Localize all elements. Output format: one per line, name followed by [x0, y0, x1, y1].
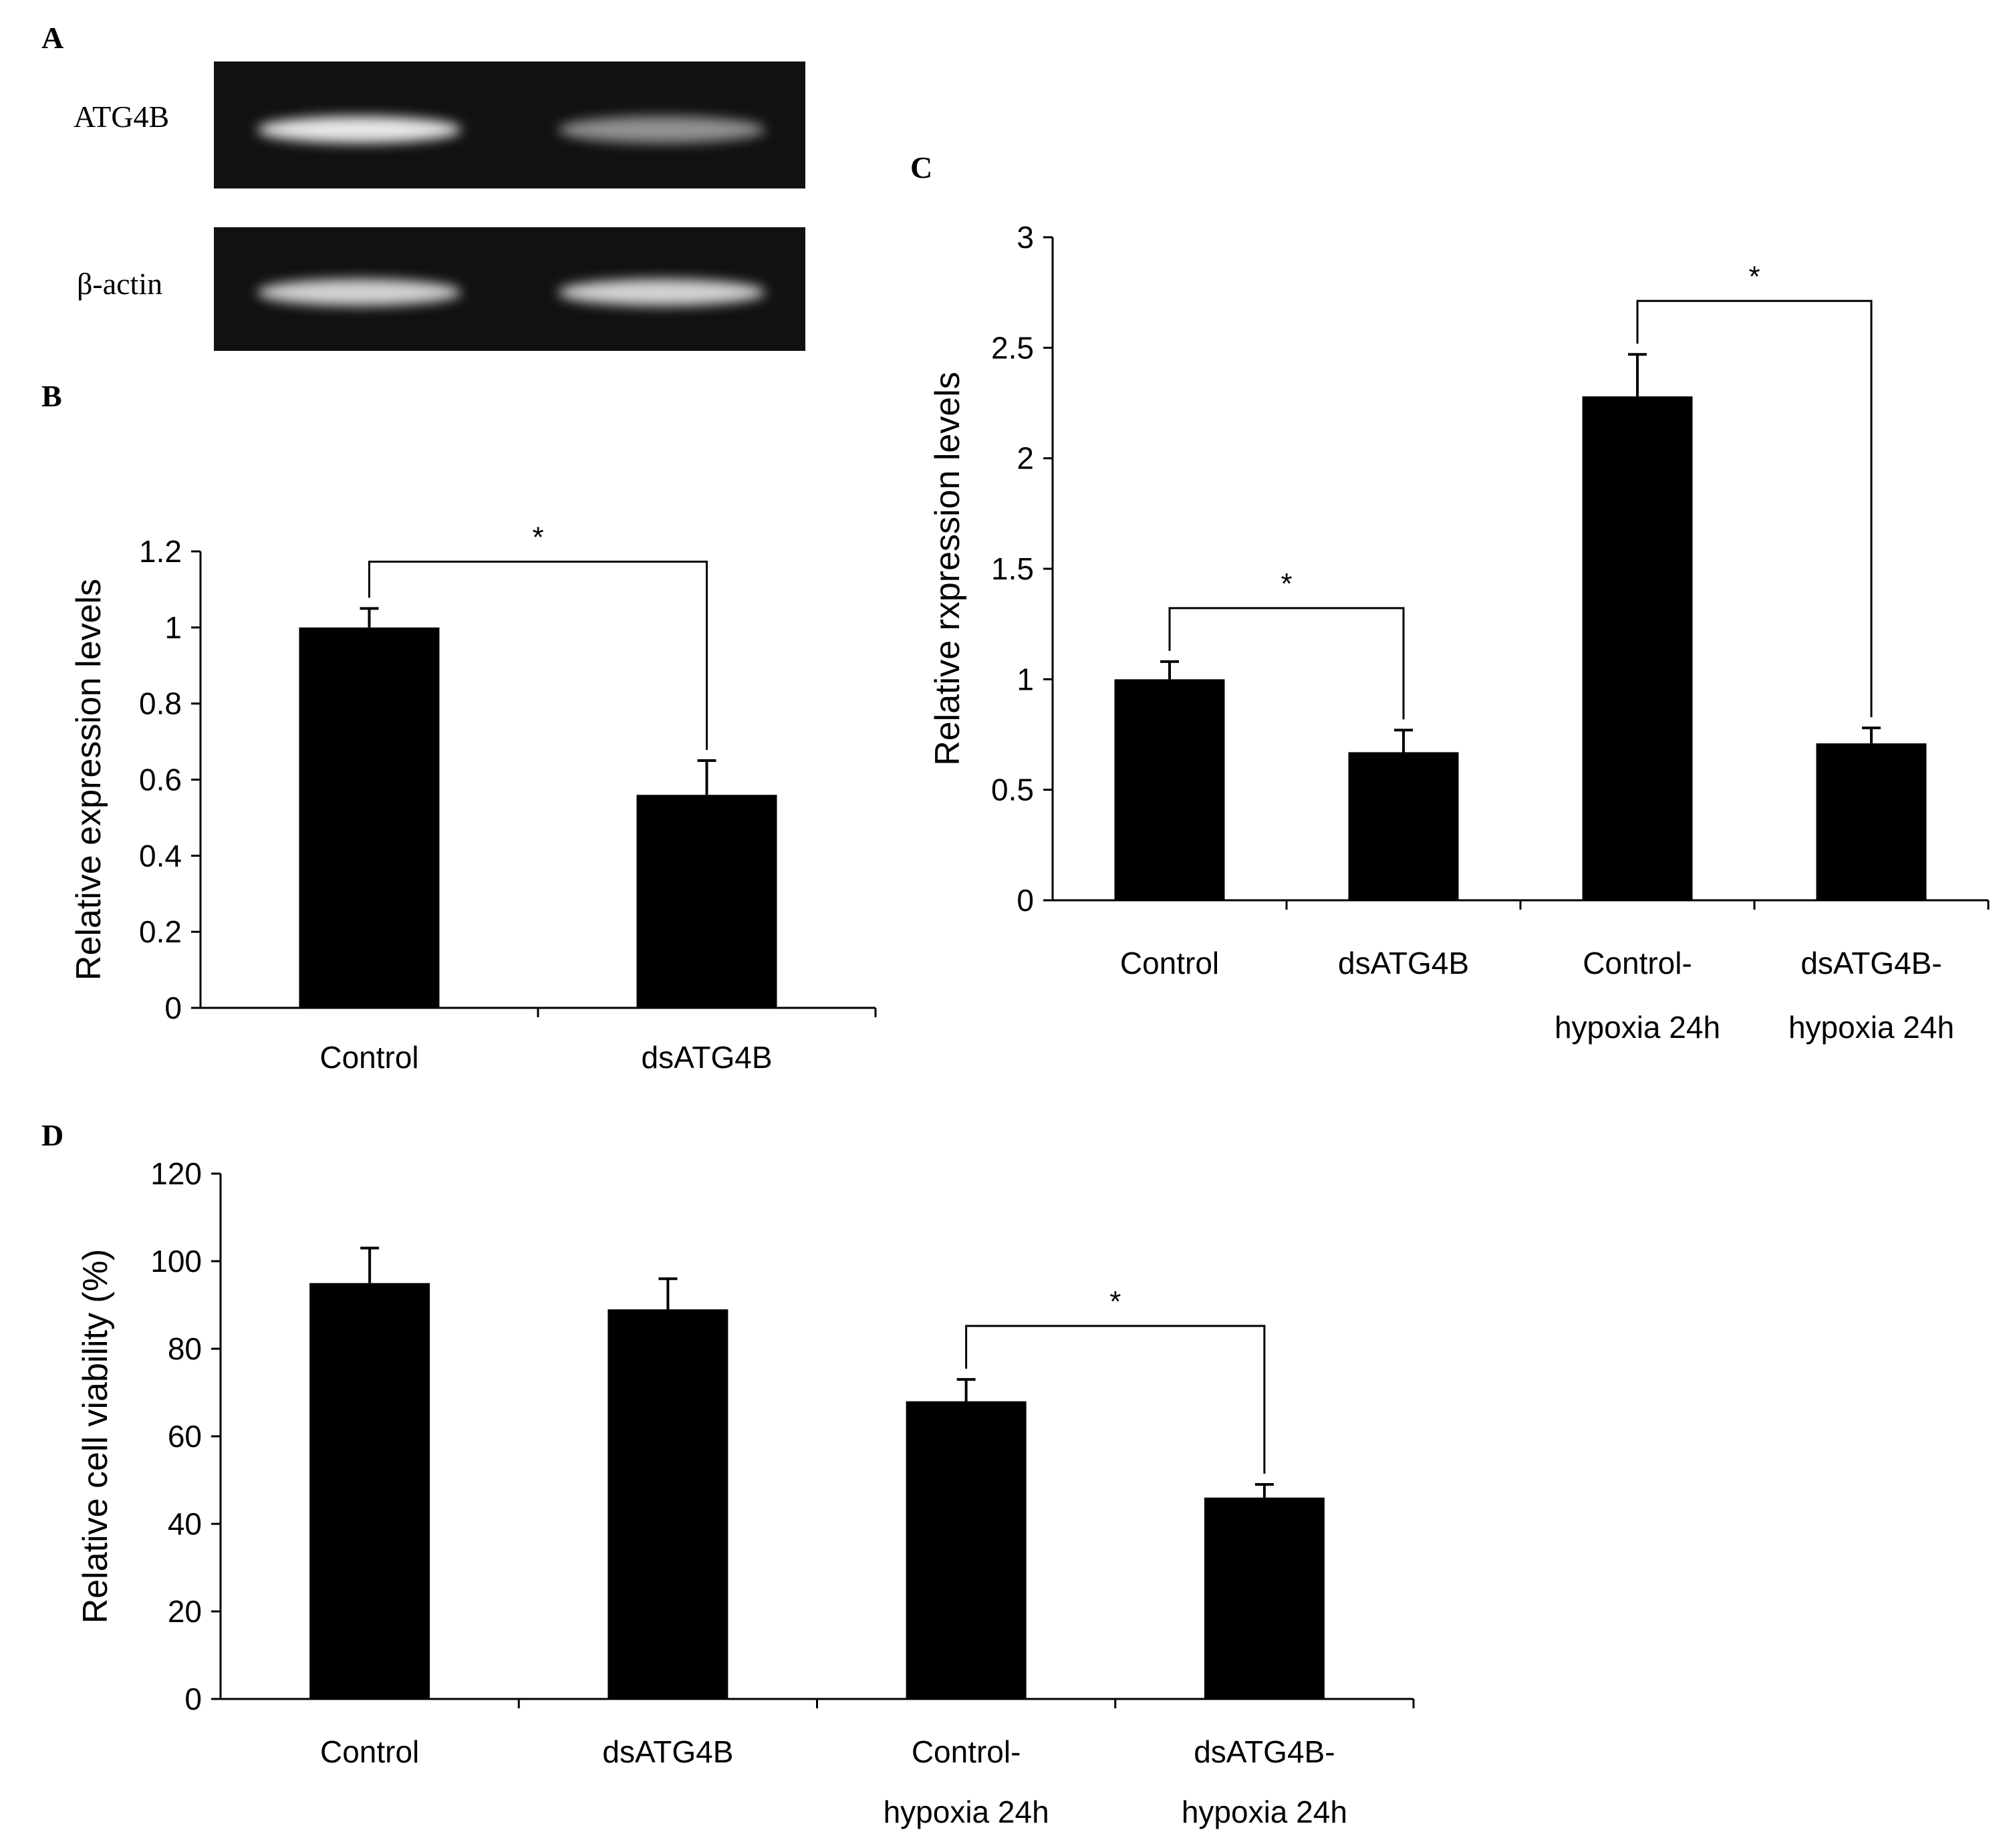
chart-panel-c: 0 0.5 1 1.5 2 2.5 3 Control dsATG4B Control-hypox… — [928, 220, 1990, 1045]
significance-star: * — [1281, 567, 1292, 600]
bar — [906, 1401, 1027, 1699]
bar — [1114, 679, 1225, 900]
blot-band — [558, 116, 765, 143]
y-tick-label: 1 — [1017, 662, 1034, 696]
bar — [1348, 752, 1459, 900]
y-tick-label: 1.5 — [991, 551, 1034, 586]
bar — [1582, 396, 1693, 900]
y-tick-label: 0.6 — [139, 763, 182, 797]
panel-label-c: C — [910, 150, 932, 184]
blot-band — [257, 279, 461, 306]
x-category-label: Control — [1120, 946, 1219, 980]
significance-star: * — [532, 521, 543, 553]
x-category-label: dsATG4B — [1338, 946, 1469, 980]
y-tick-label: 2.5 — [991, 330, 1034, 365]
x-category-label: Control- — [1583, 946, 1692, 980]
y-tick-label: 0.2 — [139, 914, 182, 949]
chart-panel-b: 0 0.2 0.4 0.6 0.8 1 1.2 Control dsATG4B * Relative… — [70, 521, 877, 1075]
bar — [608, 1309, 728, 1699]
chart-panel-d: 0 20 40 60 80 100 120 Control dsATG4B Control-hyp… — [76, 1156, 1415, 1829]
y-axis-title: Relative cell viability (%) — [76, 1249, 115, 1624]
y-tick-label: 1.2 — [139, 534, 182, 569]
y-tick-label: 80 — [168, 1331, 202, 1366]
x-category-label: hypoxia 24h — [884, 1795, 1049, 1829]
panel-label-a: A — [41, 21, 63, 55]
x-category-label: Control- — [912, 1734, 1021, 1769]
x-category-label: dsATG4B — [642, 1040, 773, 1075]
panel-label-b: B — [41, 379, 62, 413]
bar — [299, 627, 440, 1008]
significance-star: * — [1109, 1285, 1121, 1318]
y-tick-label: 1 — [164, 610, 182, 645]
x-category-label: hypoxia 24h — [1182, 1795, 1347, 1829]
x-category-label: hypoxia 24h — [1555, 1010, 1720, 1045]
y-tick-label: 40 — [168, 1506, 202, 1541]
x-category-label: Control — [319, 1040, 418, 1075]
significance-star: * — [1748, 260, 1760, 293]
panel-label-d: D — [41, 1118, 63, 1152]
x-category-label: dsATG4B- — [1194, 1734, 1335, 1769]
bar — [1816, 743, 1927, 900]
y-tick-label: 100 — [150, 1244, 202, 1279]
x-category-label: dsATG4B — [602, 1734, 733, 1769]
x-category-label: hypoxia 24h — [1788, 1010, 1954, 1045]
x-category-label: Control — [320, 1734, 419, 1769]
bar — [636, 795, 777, 1008]
bar — [1204, 1497, 1325, 1699]
y-tick-label: 20 — [168, 1594, 202, 1629]
y-tick-label: 0 — [164, 991, 182, 1025]
y-axis-title: Relative rxpression levels — [928, 372, 967, 766]
blot-label-beta-actin: β-actin — [77, 267, 162, 301]
blot-label-atg4b: ATG4B — [74, 100, 169, 134]
y-tick-label: 0.4 — [139, 838, 182, 873]
blot-band — [257, 116, 461, 143]
blot-band — [558, 279, 765, 306]
blot-panel: ATG4B β-actin — [74, 61, 805, 351]
y-axis-title: Relative expression levels — [70, 579, 108, 980]
x-category-label: dsATG4B- — [1800, 946, 1942, 980]
y-tick-label: 120 — [150, 1156, 202, 1191]
significance-bracket — [1636, 299, 1873, 718]
y-tick-label: 0.5 — [991, 773, 1034, 807]
y-tick-label: 0.8 — [139, 686, 182, 721]
significance-bracket — [965, 1325, 1266, 1474]
significance-bracket — [368, 560, 708, 751]
bar — [309, 1283, 430, 1699]
y-tick-label: 0 — [1017, 883, 1034, 918]
y-tick-label: 0 — [184, 1682, 202, 1716]
y-tick-label: 60 — [168, 1419, 202, 1454]
y-tick-label: 2 — [1017, 441, 1034, 476]
significance-bracket — [1168, 607, 1405, 720]
y-tick-label: 3 — [1017, 220, 1034, 255]
